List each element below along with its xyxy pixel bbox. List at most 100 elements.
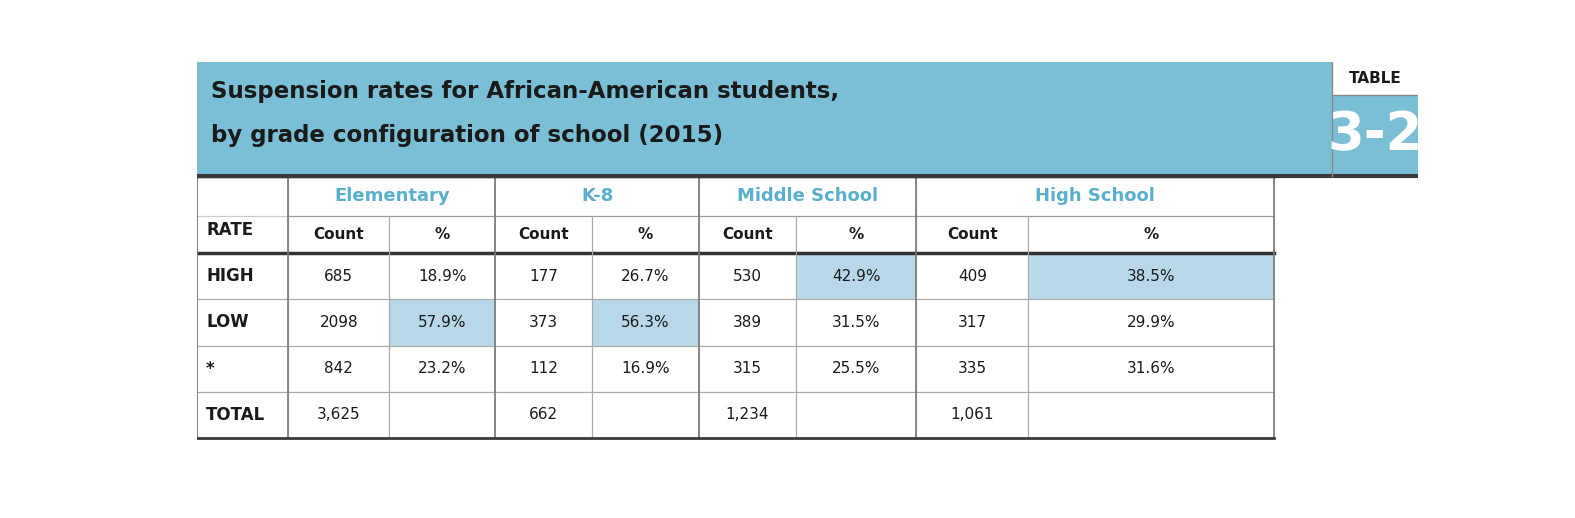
Text: RATE: RATE <box>206 221 254 239</box>
Bar <box>288 346 389 392</box>
Text: 409: 409 <box>958 269 988 284</box>
Bar <box>197 346 288 392</box>
Text: 38.5%: 38.5% <box>1128 269 1175 284</box>
Text: HIGH: HIGH <box>206 267 254 285</box>
Bar <box>1028 346 1274 392</box>
Text: 23.2%: 23.2% <box>417 361 466 376</box>
Bar <box>495 392 592 438</box>
Text: 3-2: 3-2 <box>1328 109 1422 161</box>
Text: Count: Count <box>947 227 997 242</box>
Text: 1,234: 1,234 <box>726 407 769 422</box>
Text: Elementary: Elementary <box>334 187 449 205</box>
Text: 315: 315 <box>732 361 762 376</box>
Bar <box>495 176 699 216</box>
Bar <box>197 216 288 253</box>
Bar <box>495 253 592 299</box>
Bar <box>495 346 592 392</box>
Text: 685: 685 <box>324 269 353 284</box>
Text: High School: High School <box>1035 187 1154 205</box>
Bar <box>197 253 288 299</box>
Text: %: % <box>435 227 450 242</box>
Bar <box>288 176 495 216</box>
Text: Suspension rates for African-American students,: Suspension rates for African-American st… <box>211 80 839 103</box>
Text: *: * <box>206 359 214 378</box>
Bar <box>288 253 389 299</box>
Text: 57.9%: 57.9% <box>417 315 466 330</box>
Bar <box>699 346 795 392</box>
Text: 112: 112 <box>529 361 558 376</box>
Text: Count: Count <box>313 227 364 242</box>
Text: 373: 373 <box>529 315 558 330</box>
Text: 389: 389 <box>732 315 762 330</box>
Text: Count: Count <box>518 227 569 242</box>
Text: Count: Count <box>723 227 773 242</box>
Bar <box>795 299 917 346</box>
Text: 3,625: 3,625 <box>317 407 361 422</box>
Bar <box>1332 62 1418 94</box>
Bar <box>795 253 917 299</box>
Text: 335: 335 <box>958 361 988 376</box>
Bar <box>592 216 699 253</box>
Text: 317: 317 <box>958 315 988 330</box>
Bar <box>197 176 1418 438</box>
Bar <box>917 176 1274 216</box>
Bar <box>917 216 1028 253</box>
Bar <box>592 253 699 299</box>
Bar <box>917 392 1028 438</box>
Text: TABLE: TABLE <box>1348 71 1402 86</box>
Text: 16.9%: 16.9% <box>621 361 669 376</box>
Bar <box>592 346 699 392</box>
Text: LOW: LOW <box>206 313 249 332</box>
Bar <box>495 299 592 346</box>
Bar <box>288 216 389 253</box>
Bar <box>795 346 917 392</box>
Text: %: % <box>638 227 654 242</box>
Bar <box>1028 299 1274 346</box>
Text: 42.9%: 42.9% <box>832 269 880 284</box>
Bar <box>197 392 288 438</box>
Text: 25.5%: 25.5% <box>832 361 880 376</box>
Bar <box>699 216 795 253</box>
Bar <box>197 299 288 346</box>
Bar <box>699 392 795 438</box>
Bar <box>389 216 495 253</box>
Bar <box>389 253 495 299</box>
Text: 31.5%: 31.5% <box>832 315 880 330</box>
Bar <box>699 253 795 299</box>
Text: 26.7%: 26.7% <box>622 269 669 284</box>
Bar <box>1028 253 1274 299</box>
Text: Middle School: Middle School <box>737 187 879 205</box>
Text: 56.3%: 56.3% <box>621 315 669 330</box>
Text: %: % <box>1143 227 1159 242</box>
Text: 842: 842 <box>324 361 353 376</box>
Bar <box>699 176 917 216</box>
Text: 29.9%: 29.9% <box>1128 315 1175 330</box>
Bar <box>699 299 795 346</box>
Bar <box>389 392 495 438</box>
Text: 31.6%: 31.6% <box>1128 361 1175 376</box>
Text: 662: 662 <box>529 407 558 422</box>
Bar <box>592 299 699 346</box>
Text: 530: 530 <box>732 269 762 284</box>
Text: K-8: K-8 <box>581 187 613 205</box>
Bar <box>795 216 917 253</box>
Bar <box>592 392 699 438</box>
Bar <box>1028 216 1274 253</box>
Bar <box>495 216 592 253</box>
Bar <box>1028 392 1274 438</box>
Text: %: % <box>849 227 863 242</box>
Text: 18.9%: 18.9% <box>417 269 466 284</box>
Text: TOTAL: TOTAL <box>206 406 266 424</box>
Bar <box>795 392 917 438</box>
Bar <box>917 299 1028 346</box>
Bar <box>389 346 495 392</box>
Text: 2098: 2098 <box>320 315 358 330</box>
Bar <box>917 253 1028 299</box>
Bar <box>917 346 1028 392</box>
Bar <box>389 299 495 346</box>
Bar <box>288 299 389 346</box>
Bar <box>288 392 389 438</box>
Bar <box>197 62 1418 176</box>
Text: 1,061: 1,061 <box>951 407 994 422</box>
Bar <box>197 176 288 216</box>
